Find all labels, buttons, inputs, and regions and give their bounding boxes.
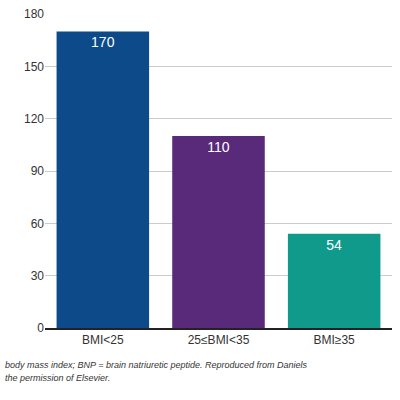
- svg-text:0: 0: [37, 321, 44, 335]
- svg-text:150: 150: [24, 60, 44, 74]
- svg-text:25≤BMI<35: 25≤BMI<35: [188, 333, 250, 347]
- svg-text:the permission of Elsevier.: the permission of Elsevier.: [5, 373, 110, 383]
- svg-text:BMI≥35: BMI≥35: [314, 333, 356, 347]
- svg-text:54: 54: [326, 237, 342, 253]
- svg-text:body mass index; BNP = brain n: body mass index; BNP = brain natriuretic…: [5, 360, 308, 370]
- svg-text:170: 170: [91, 34, 115, 50]
- svg-text:90: 90: [31, 164, 45, 178]
- svg-text:BMI<25: BMI<25: [82, 333, 124, 347]
- svg-text:120: 120: [24, 112, 44, 126]
- svg-text:60: 60: [31, 217, 45, 231]
- svg-text:110: 110: [207, 139, 230, 155]
- svg-text:180: 180: [24, 7, 44, 21]
- svg-text:30: 30: [31, 269, 45, 283]
